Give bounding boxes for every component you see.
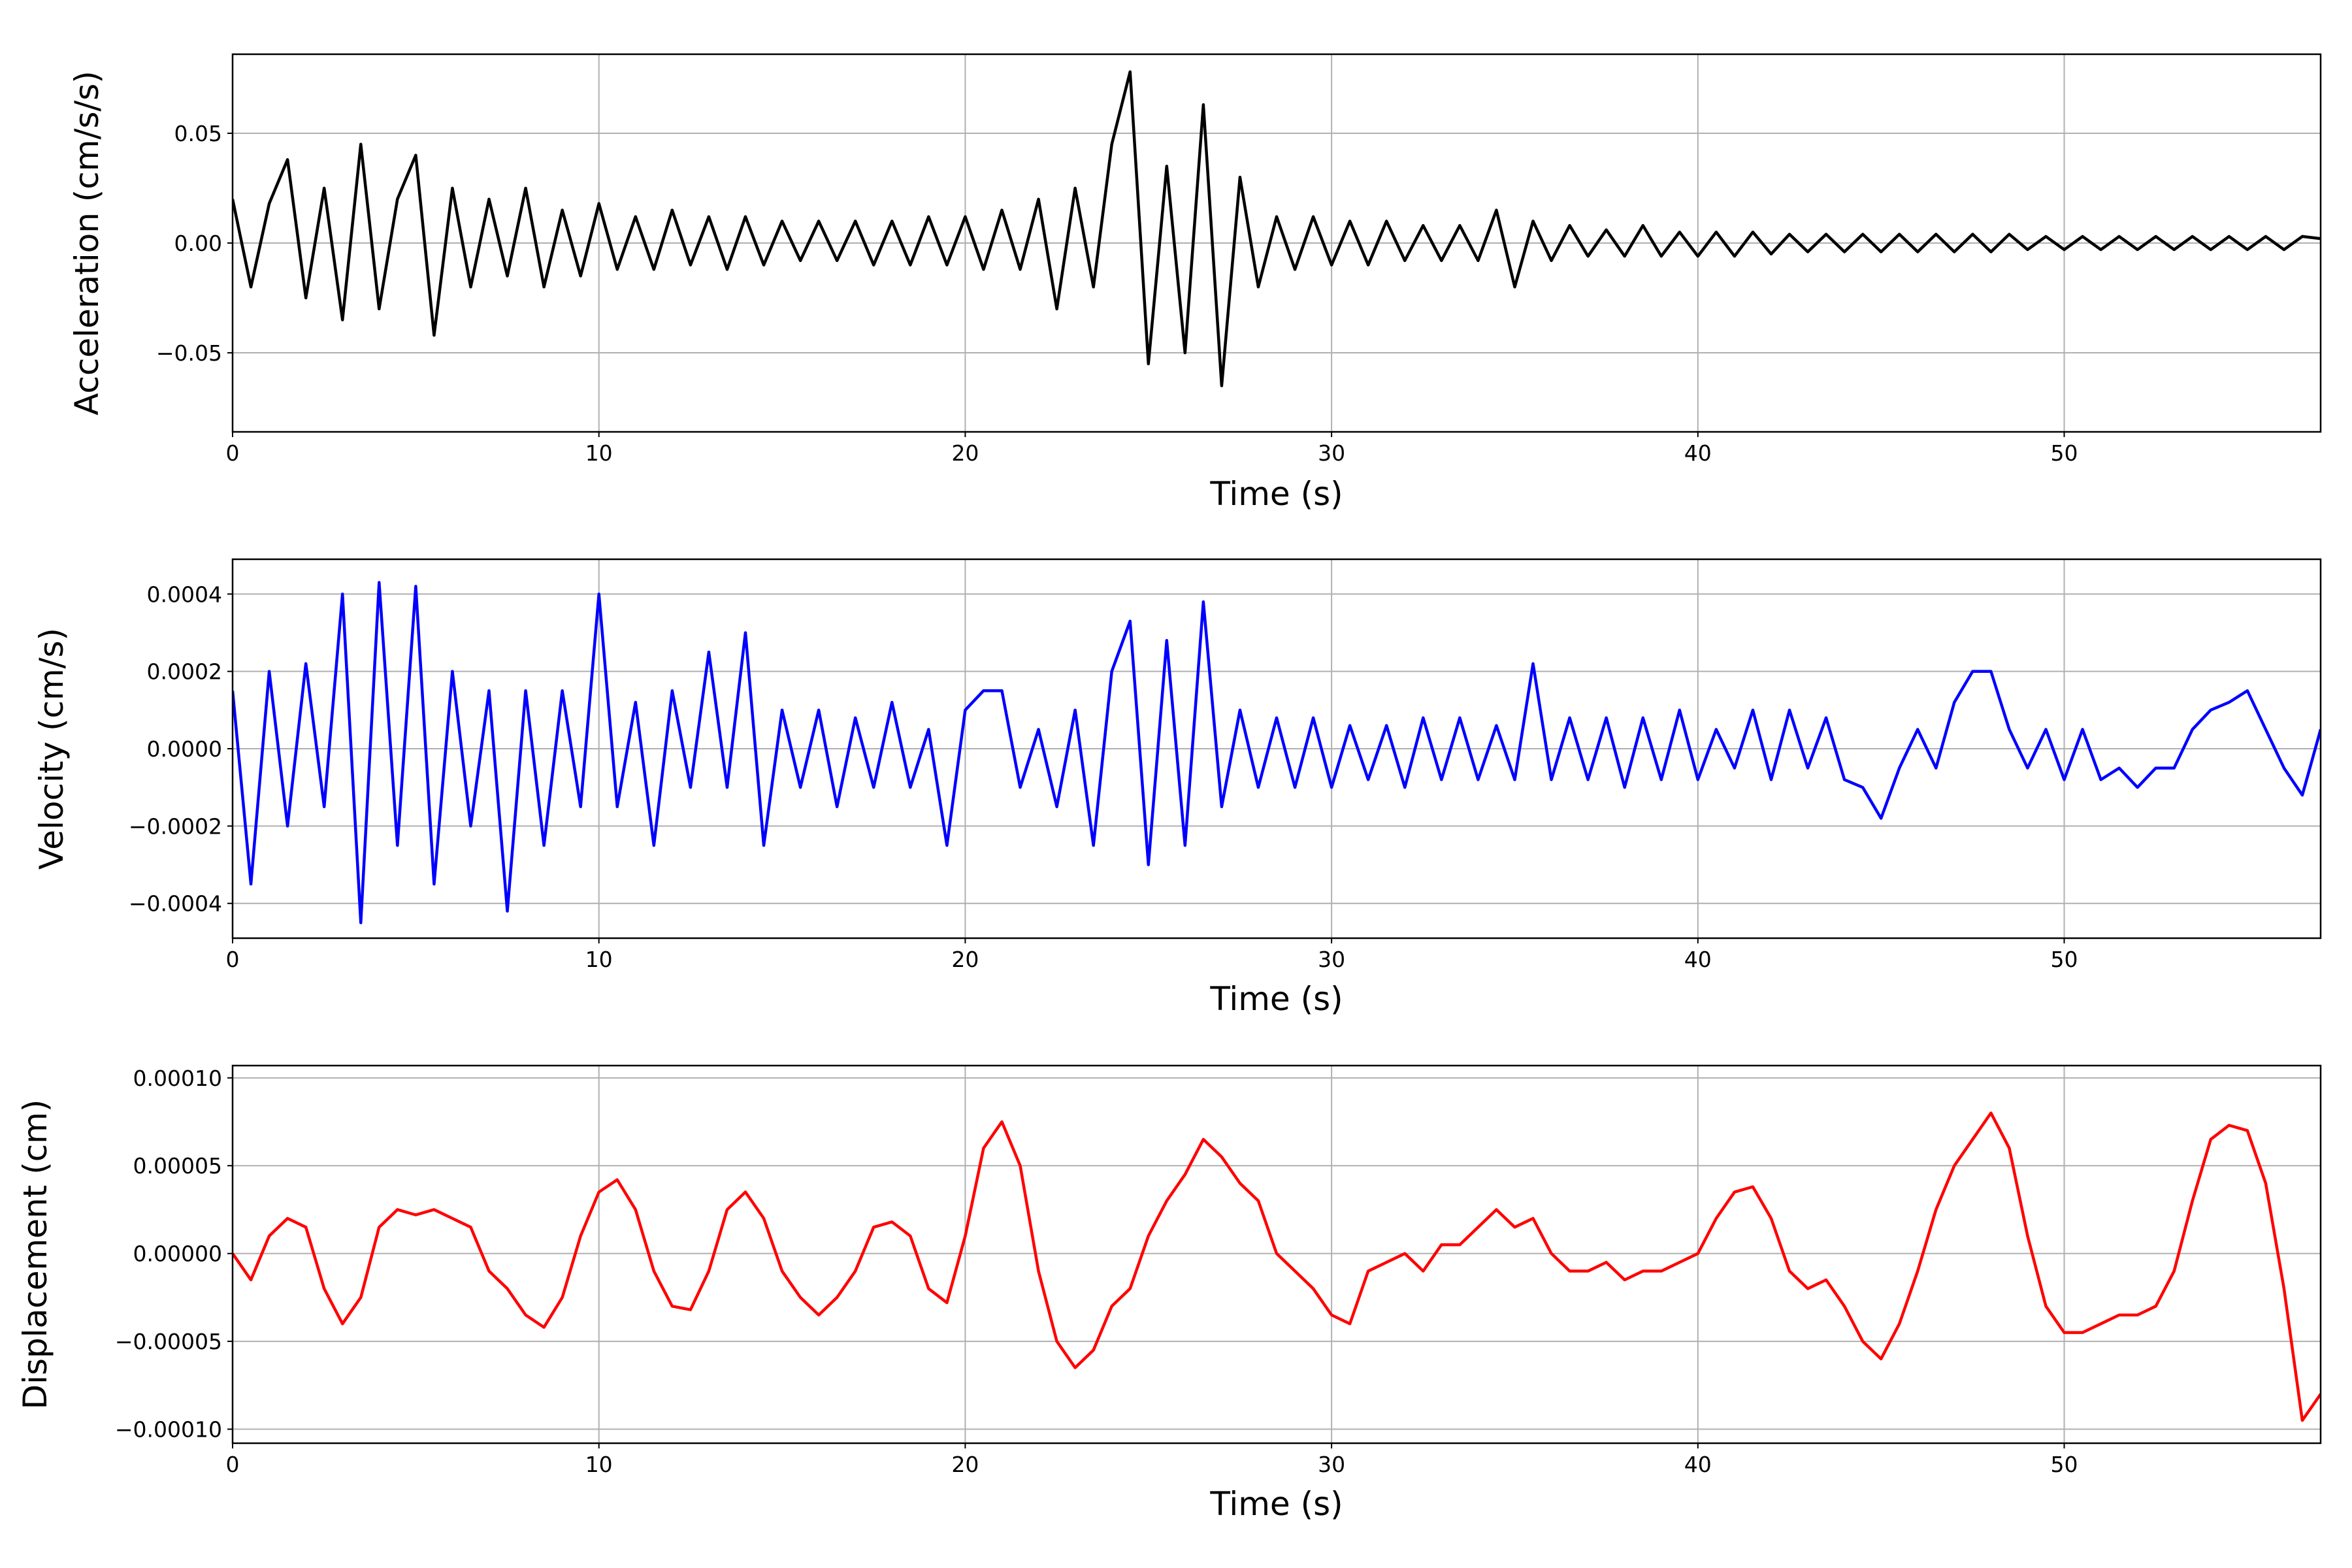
data-line xyxy=(233,581,2321,924)
y-tick-label: −0.0004 xyxy=(129,891,222,917)
x-tick-label: 10 xyxy=(585,947,613,972)
x-tick-label: 0 xyxy=(226,440,240,466)
x-tick-label: 20 xyxy=(951,947,979,972)
x-axis-label: Time (s) xyxy=(1209,980,1343,1018)
y-tick-label: −0.00010 xyxy=(115,1416,222,1442)
plot-frame xyxy=(231,558,2322,939)
x-tick-label: 30 xyxy=(1318,947,1345,972)
x-tick-label: 50 xyxy=(2051,440,2078,466)
x-tick-label: 30 xyxy=(1318,1452,1345,1477)
plot-frame xyxy=(231,1064,2322,1445)
x-tick-label: 10 xyxy=(585,440,613,466)
x-tick-label: 50 xyxy=(2051,1452,2078,1477)
y-tick-label: 0.05 xyxy=(174,121,222,146)
x-tick-label: 40 xyxy=(1684,947,1712,972)
data-line xyxy=(233,1111,2321,1422)
y-tick-label: 0.0000 xyxy=(147,736,222,762)
x-tick-label: 20 xyxy=(951,440,979,466)
y-tick-label: −0.0002 xyxy=(129,813,222,839)
x-axis-label: Time (s) xyxy=(1209,1485,1343,1523)
y-tick-label: 0.0002 xyxy=(147,659,222,685)
y-tick-label: −0.00005 xyxy=(115,1329,222,1354)
y-tick-label: 0.00 xyxy=(174,231,222,256)
x-tick-label: 0 xyxy=(226,1452,240,1477)
x-tick-label: 30 xyxy=(1318,440,1345,466)
y-tick-label: 0.0004 xyxy=(147,581,222,607)
y-axis-label: Displacement (cm) xyxy=(16,1100,54,1410)
x-tick-label: 40 xyxy=(1684,1452,1712,1477)
x-tick-label: 0 xyxy=(226,947,240,972)
y-axis-label: Velocity (cm/s) xyxy=(33,628,71,870)
y-tick-label: 0.00005 xyxy=(133,1153,222,1179)
y-tick-label: 0.00000 xyxy=(133,1241,222,1267)
plot-frame xyxy=(231,53,2322,433)
x-tick-label: 10 xyxy=(585,1452,613,1477)
y-tick-label: 0.00010 xyxy=(133,1066,222,1091)
y-tick-label: −0.05 xyxy=(156,340,222,366)
x-tick-label: 50 xyxy=(2051,947,2078,972)
y-axis-label: Acceleration (cm/s/s) xyxy=(68,71,106,416)
x-axis-label: Time (s) xyxy=(1209,475,1343,513)
x-tick-label: 20 xyxy=(951,1452,979,1477)
data-line xyxy=(233,70,2321,387)
x-tick-label: 40 xyxy=(1684,440,1712,466)
